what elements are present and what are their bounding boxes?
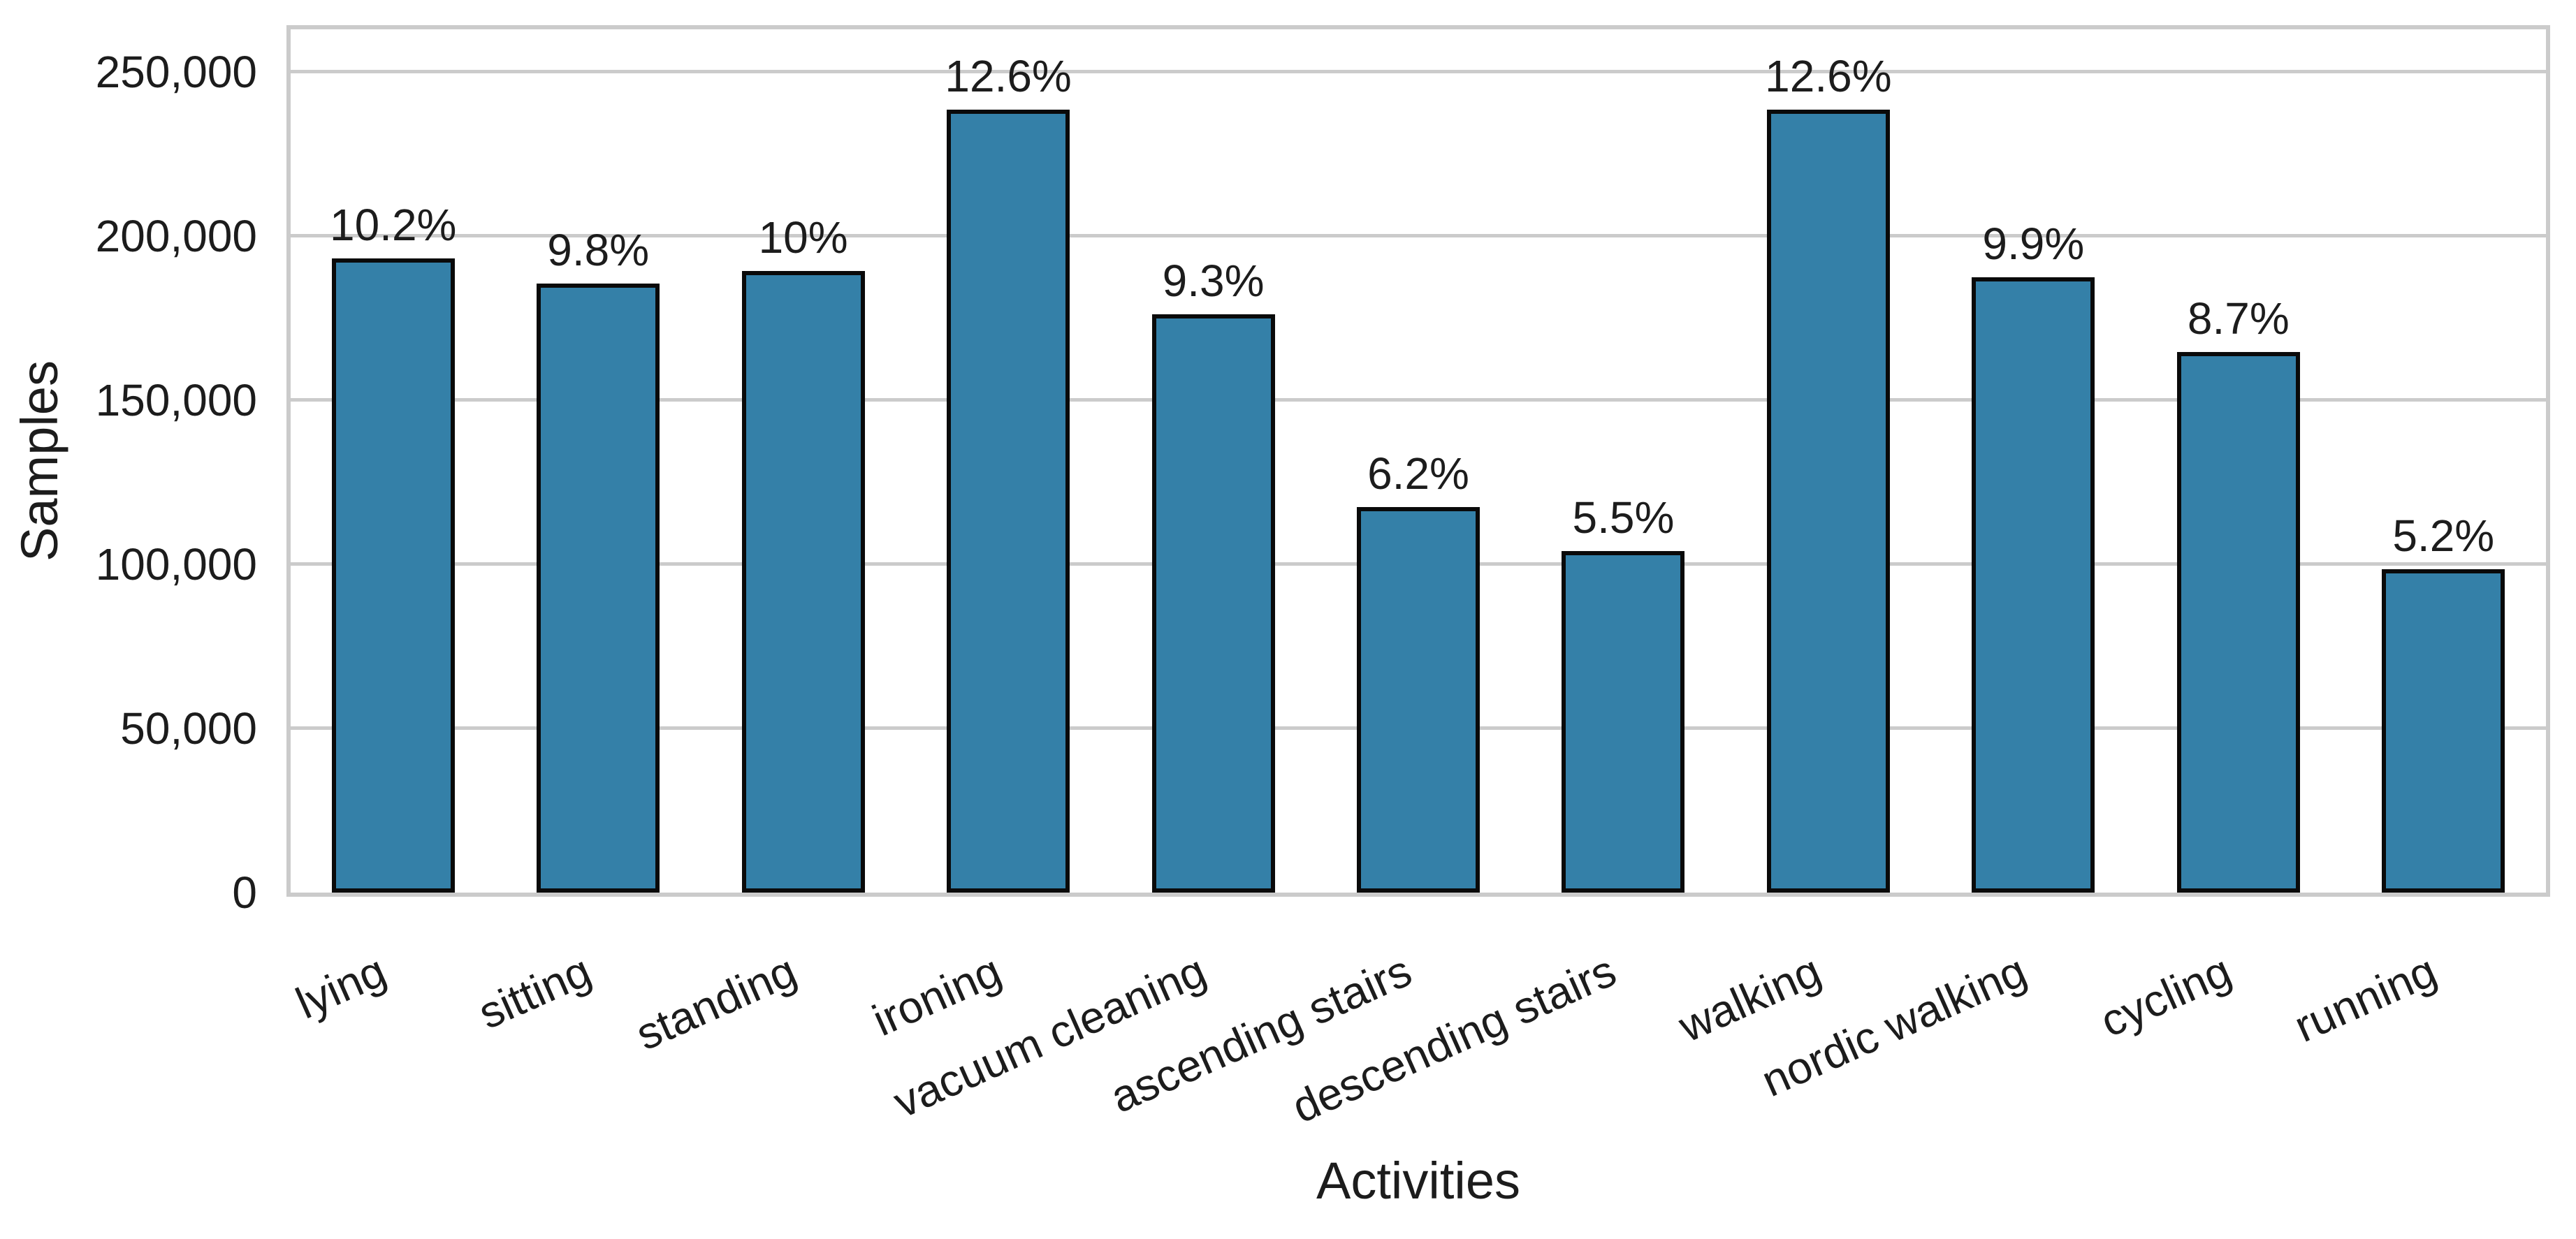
x-tick-label-ironing: ironing [865, 945, 1009, 1046]
x-tick-label-lying: lying [289, 945, 393, 1029]
bar-value-label: 10% [758, 212, 848, 263]
y-tick-label: 100,000 [95, 538, 257, 589]
gridline [291, 69, 2546, 73]
bar-descending-stairs [1562, 550, 1685, 893]
bar-value-label: 8.7% [2187, 293, 2290, 344]
x-tick-label-running: running [2287, 945, 2444, 1052]
bar-value-label: 12.6% [945, 50, 1072, 101]
x-tick-label-sitting: sitting [471, 945, 599, 1039]
bar-sitting [537, 283, 660, 893]
bar-value-label: 5.2% [2392, 510, 2495, 561]
y-tick-label: 0 [232, 867, 257, 918]
y-tick-label: 200,000 [95, 210, 257, 261]
bar-ascending-stairs [1356, 507, 1480, 893]
gridline [291, 397, 2546, 402]
bar-value-label: 12.6% [1765, 50, 1892, 101]
bar-running [2382, 569, 2505, 893]
y-tick-label: 50,000 [120, 703, 257, 754]
bar-value-label: 9.9% [1982, 218, 2085, 269]
x-tick-label-cycling: cycling [2093, 945, 2239, 1047]
bar-nordic-walking [1972, 277, 2095, 893]
bar-vacuum-cleaning [1151, 314, 1275, 893]
gridline [291, 233, 2546, 237]
y-tick-label: 250,000 [95, 46, 257, 97]
bar-walking [1766, 109, 1890, 893]
bar-value-label: 9.8% [547, 224, 650, 275]
x-axis-title: Activities [1316, 1152, 1520, 1210]
x-tick-label-walking: walking [1671, 945, 1828, 1052]
bar-ironing [947, 109, 1070, 893]
plot-area: 10.2% 9.8% 10% 12.6% 9.3% 6.2% 5.5% 12.6% 9.9% 8.… [286, 25, 2550, 897]
bar-value-label: 9.3% [1162, 256, 1265, 307]
bar-cycling [2176, 351, 2300, 893]
bar-value-label: 10.2% [329, 200, 457, 251]
x-tick-label-standing: standing [628, 945, 803, 1060]
bar-value-label: 5.5% [1572, 492, 1675, 543]
y-tick-label: 150,000 [95, 374, 257, 425]
bar-lying [331, 258, 455, 893]
bar-standing [741, 271, 865, 893]
bar-value-label: 6.2% [1367, 448, 1469, 499]
